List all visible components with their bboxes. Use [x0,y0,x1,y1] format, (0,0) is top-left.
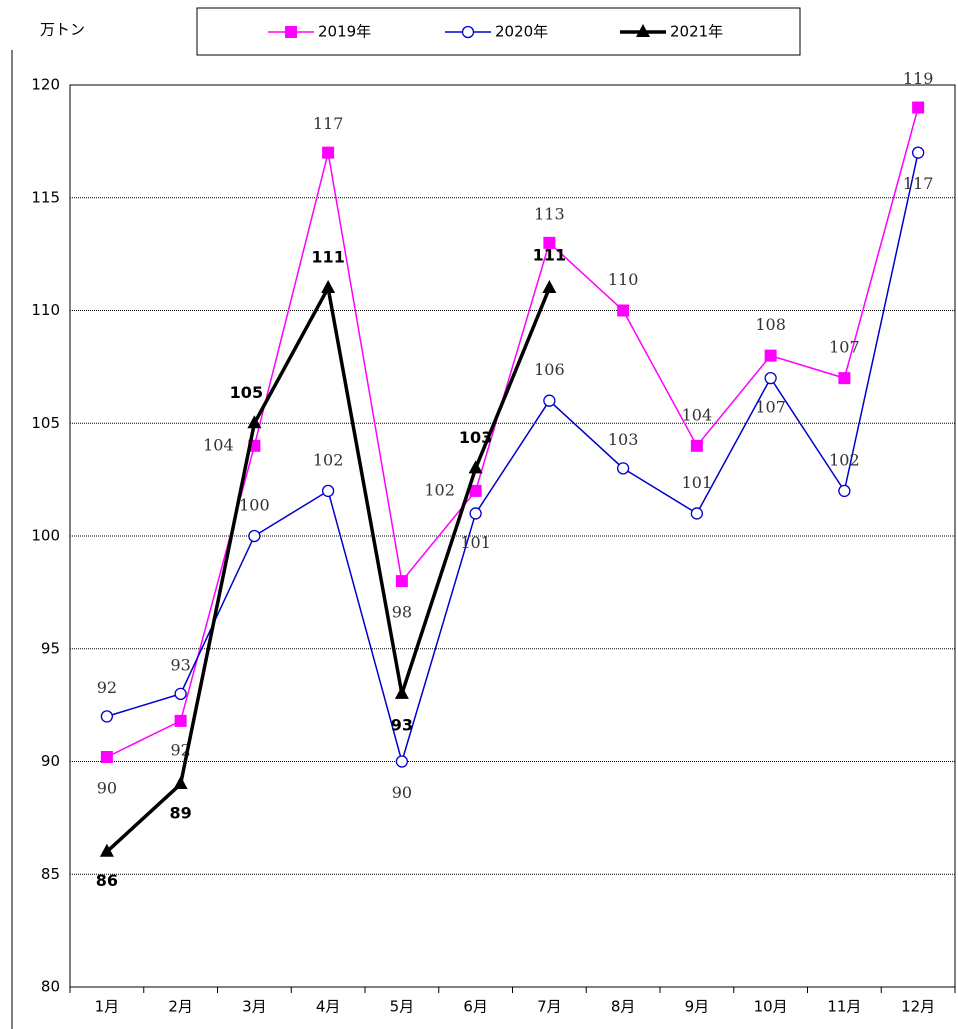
x-tick-label: 1月 [95,998,120,1016]
data-point [321,279,336,293]
data-point [174,714,187,727]
data-point [248,529,261,543]
legend-label: 2020年 [495,23,548,41]
y-tick-label: 115 [31,188,60,206]
data-label: 103 [459,428,492,447]
data-label: 108 [755,315,786,334]
data-label: 102 [424,480,455,499]
data-label: 101 [682,473,713,492]
data-label: 103 [608,430,639,449]
data-label: 107 [829,338,860,357]
x-tick-label: 9月 [685,998,710,1016]
data-point [469,484,482,497]
data-point [247,415,262,429]
data-label: 106 [534,360,565,379]
series-line [105,282,551,853]
data-label: 117 [313,114,344,133]
data-point [174,687,187,700]
x-tick-label: 10月 [754,998,788,1016]
data-label: 104 [682,405,713,424]
data-point [838,484,851,498]
data-label: 104 [203,435,234,454]
data-point [468,460,483,474]
data-point [173,776,188,790]
data-point [912,101,925,114]
data-label: 101 [460,533,491,552]
y-tick-label: 105 [31,414,60,432]
y-tick-label: 80 [41,978,60,996]
y-axis-label: 万トン [40,21,85,39]
data-point [542,279,557,293]
y-tick-label: 95 [41,639,60,657]
data-label: 92 [97,678,117,697]
data-point [321,484,335,498]
data-label: 100 [239,496,270,515]
data-label: 102 [313,450,344,469]
data-label: 113 [534,204,565,223]
legend-marker [461,25,475,39]
y-tick-label: 85 [41,865,60,883]
y-tick-label: 120 [31,76,60,94]
data-point [690,507,704,520]
x-tick-label: 2月 [168,998,193,1016]
data-point [322,146,335,159]
data-point [394,685,409,699]
x-tick-label: 6月 [463,998,488,1016]
data-label: 119 [903,69,934,88]
legend-marker [285,26,297,38]
y-tick-label: 110 [31,301,60,319]
x-tick-label: 11月 [827,998,861,1016]
data-label: 102 [829,450,860,469]
legend-label: 2019年 [318,23,371,41]
data-label: 117 [903,174,934,193]
y-tick-label: 100 [31,527,60,545]
data-label: 107 [755,398,786,417]
data-point [617,304,630,317]
data-point [911,146,925,159]
data-point [616,462,630,475]
x-tick-label: 5月 [390,998,415,1016]
x-tick-label: 7月 [537,998,562,1016]
data-label: 110 [608,270,639,289]
x-tick-label: 8月 [611,998,636,1016]
data-point [690,439,703,452]
data-label: 105 [230,383,263,402]
data-label: 86 [96,871,118,890]
y-tick-label: 90 [41,752,60,770]
data-label: 111 [533,245,566,264]
data-point [100,750,113,763]
data-label: 98 [392,603,412,622]
data-point [764,349,777,362]
data-label: 111 [311,247,344,266]
data-label: 93 [391,715,413,734]
x-tick-label: 12月 [901,998,935,1016]
x-tick-label: 3月 [242,998,267,1016]
data-label: 90 [392,783,412,802]
data-point [543,394,556,407]
data-label: 90 [97,778,117,797]
series-line [106,152,919,765]
x-tick-label: 4月 [316,998,341,1016]
data-point [395,755,409,768]
data-point [395,575,408,588]
data-label: 93 [170,655,190,674]
data-point [469,507,482,520]
legend-marker [636,24,650,37]
series-line [106,107,919,758]
data-point [99,843,114,857]
data-point [838,372,851,385]
legend-label: 2021年 [670,23,723,41]
data-point [764,371,777,385]
data-point [543,236,556,249]
data-point [100,710,114,723]
data-label: 89 [169,804,191,823]
